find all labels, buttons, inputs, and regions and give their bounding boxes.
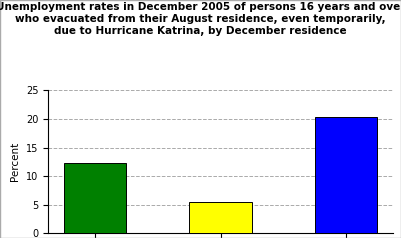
Bar bbox=[315, 117, 377, 233]
Bar bbox=[64, 163, 126, 233]
Text: Unemployment rates in December 2005 of persons 16 years and over
who evacuated f: Unemployment rates in December 2005 of p… bbox=[0, 2, 401, 35]
Y-axis label: Percent: Percent bbox=[10, 142, 20, 181]
Bar bbox=[189, 202, 252, 233]
